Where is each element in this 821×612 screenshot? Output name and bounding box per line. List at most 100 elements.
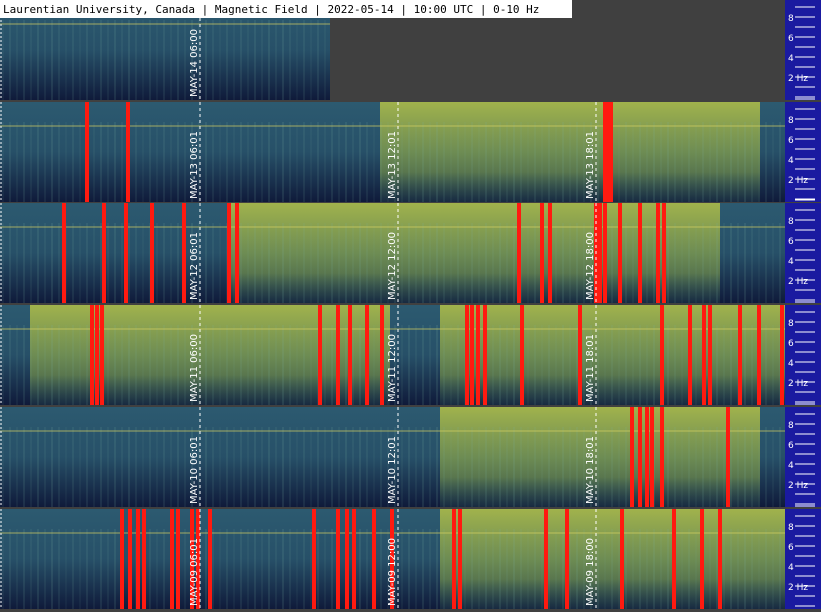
freq-label: 2 Hz [788, 379, 808, 389]
interference [126, 102, 130, 202]
spectrogram-strip: MAY-13 06:01 MAY-13 12:01 MAY-13 18:01 8 6 4 2… [0, 99, 821, 202]
interference [548, 203, 552, 303]
interference [726, 407, 730, 507]
freq-label: 4 [788, 156, 794, 166]
interference [708, 305, 712, 405]
interference [672, 509, 676, 609]
interference [120, 509, 124, 609]
spectrogram-strip: MAY-09 06:01MAY-09 12:00MAY-09 18:008642… [0, 506, 821, 609]
interference [517, 203, 521, 303]
freq-label: 2 Hz [788, 583, 808, 593]
interference [227, 203, 231, 303]
interference [95, 305, 99, 405]
freq-label: 8 [788, 319, 794, 329]
interference [458, 509, 462, 609]
time-label: MAY-09 12:00 [387, 538, 398, 606]
interference [630, 407, 634, 507]
interference [603, 203, 607, 303]
interference [208, 509, 212, 609]
interference [609, 102, 613, 202]
freq-label: 6 [788, 34, 794, 44]
interference [345, 509, 349, 609]
time-label: MAY-12 06:01 [189, 232, 200, 300]
freq-label: 6 [788, 136, 794, 146]
interference [318, 305, 322, 405]
interference [62, 203, 66, 303]
time-label: MAY-14 06:00 [189, 29, 200, 97]
freq-label: 4 [788, 461, 794, 471]
time-label: MAY-13 06:01 [189, 131, 200, 199]
freq-label: 8 [788, 14, 794, 24]
interference [520, 305, 524, 405]
interference [176, 509, 180, 609]
freq-label: 4 [788, 54, 794, 64]
interference [470, 305, 474, 405]
freq-label: 6 [788, 543, 794, 553]
interference [638, 203, 642, 303]
time-label: MAY-13 12:01 [387, 131, 398, 199]
interference [124, 203, 128, 303]
time-label: MAY-10 06:01 [189, 436, 200, 504]
interference [638, 407, 642, 507]
interference [757, 305, 761, 405]
interference [336, 509, 340, 609]
interference [372, 509, 376, 609]
freq-label: 8 [788, 523, 794, 533]
interference [465, 305, 469, 405]
interference [618, 203, 622, 303]
freq-label: 8 [788, 217, 794, 227]
interference [365, 305, 369, 405]
interference [102, 203, 106, 303]
interference [90, 305, 94, 405]
freq-label: 8 [788, 421, 794, 431]
interference [483, 305, 487, 405]
interference [688, 305, 692, 405]
interference [312, 509, 316, 609]
spectrogram-strip: MAY-10 06:01MAY-10 12:01MAY-10 18:018642… [0, 404, 821, 507]
interference [700, 509, 704, 609]
interference [620, 509, 624, 609]
interference [662, 203, 666, 303]
interference [85, 102, 89, 202]
interference [780, 305, 784, 405]
time-label: MAY-09 06:01 [189, 538, 200, 606]
interference [565, 509, 569, 609]
interference [380, 305, 384, 405]
interference [660, 305, 664, 405]
freq-label: 2 Hz [788, 74, 808, 84]
interference [645, 407, 649, 507]
interference [578, 305, 582, 405]
time-label: MAY-09 18:00 [585, 538, 596, 606]
freq-label: 2 Hz [788, 481, 808, 491]
interference [150, 203, 154, 303]
interference [136, 509, 140, 609]
activity-zone [440, 407, 760, 507]
interference [182, 203, 186, 303]
time-label: MAY-11 18:01 [585, 334, 596, 402]
interference [702, 305, 706, 405]
interference [544, 509, 548, 609]
interference [452, 509, 456, 609]
time-label: MAY-10 12:01 [387, 436, 398, 504]
time-label: MAY-11 06:00 [189, 334, 200, 402]
spectrogram-strip: MAY-11 06:00MAY-11 12:00MAY-11 18:018642… [0, 302, 821, 405]
freq-label: 2 Hz [788, 176, 808, 186]
interference [540, 203, 544, 303]
time-label: MAY-12 18:00 [585, 232, 596, 300]
title: Laurentian University, Canada | Magnetic… [3, 3, 539, 16]
freq-label: 4 [788, 359, 794, 369]
interference [336, 305, 340, 405]
interference [348, 305, 352, 405]
interference [660, 407, 664, 507]
interference [235, 203, 239, 303]
time-label: MAY-13 18:01 [585, 131, 596, 199]
interference [476, 305, 480, 405]
interference [352, 509, 356, 609]
interference [598, 203, 602, 303]
freq-label: 8 [788, 116, 794, 126]
interference [100, 305, 104, 405]
interference [170, 509, 174, 609]
interference [142, 509, 146, 609]
freq-label: 6 [788, 339, 794, 349]
